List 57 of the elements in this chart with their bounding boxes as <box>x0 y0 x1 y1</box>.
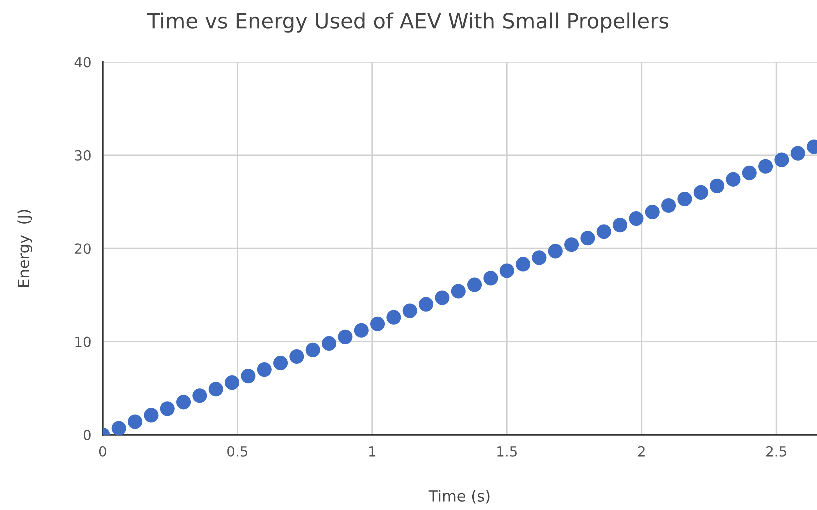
y-tick-label: 30 <box>75 150 91 161</box>
point <box>241 369 256 384</box>
point <box>435 290 450 306</box>
point <box>160 402 175 416</box>
point <box>710 178 725 194</box>
point <box>402 304 418 318</box>
point <box>613 218 628 233</box>
point <box>306 342 320 358</box>
x-tick-label: 0.5 <box>228 446 248 457</box>
point <box>354 323 369 338</box>
point <box>596 224 612 240</box>
point <box>144 408 159 423</box>
point <box>386 310 402 325</box>
point <box>580 231 596 246</box>
point <box>629 212 644 226</box>
point <box>224 376 240 390</box>
y-tick-label: 40 <box>74 57 91 68</box>
point <box>726 172 741 187</box>
point <box>257 362 272 378</box>
point <box>338 330 353 344</box>
y-tick-label: 10 <box>76 336 91 348</box>
y-axis-title: Energy (J) <box>18 210 32 287</box>
point <box>564 238 580 252</box>
point <box>678 192 692 207</box>
point <box>484 271 498 286</box>
point <box>468 278 482 292</box>
point <box>774 152 790 168</box>
point <box>758 159 774 174</box>
x-tick-label: 0 <box>99 446 106 457</box>
point <box>290 349 304 364</box>
point <box>532 250 547 266</box>
point <box>112 421 126 436</box>
y-tick-label: 20 <box>75 244 91 254</box>
y-tick-label: 0 <box>84 430 91 441</box>
chart-title: Time vs Energy Used of AEV With Small Propellers <box>147 12 668 33</box>
point <box>645 204 660 220</box>
point <box>370 316 386 332</box>
x-tick-label: 1 <box>370 446 376 457</box>
point <box>516 257 531 272</box>
x-tick-label: 1.5 <box>498 446 517 457</box>
point <box>790 146 806 161</box>
point <box>500 264 514 278</box>
x-axis-title: Time (s) <box>428 490 490 504</box>
point <box>451 284 466 299</box>
point <box>176 395 192 410</box>
point <box>662 198 676 214</box>
point <box>548 244 563 259</box>
point <box>742 166 757 180</box>
point <box>192 388 208 404</box>
point <box>128 414 143 430</box>
point <box>694 185 708 200</box>
point <box>274 356 288 371</box>
point <box>208 382 224 397</box>
x-tick-label: 2 <box>638 446 645 457</box>
point <box>419 297 434 312</box>
point <box>322 336 337 351</box>
x-tick-label: 2.5 <box>766 446 786 457</box>
